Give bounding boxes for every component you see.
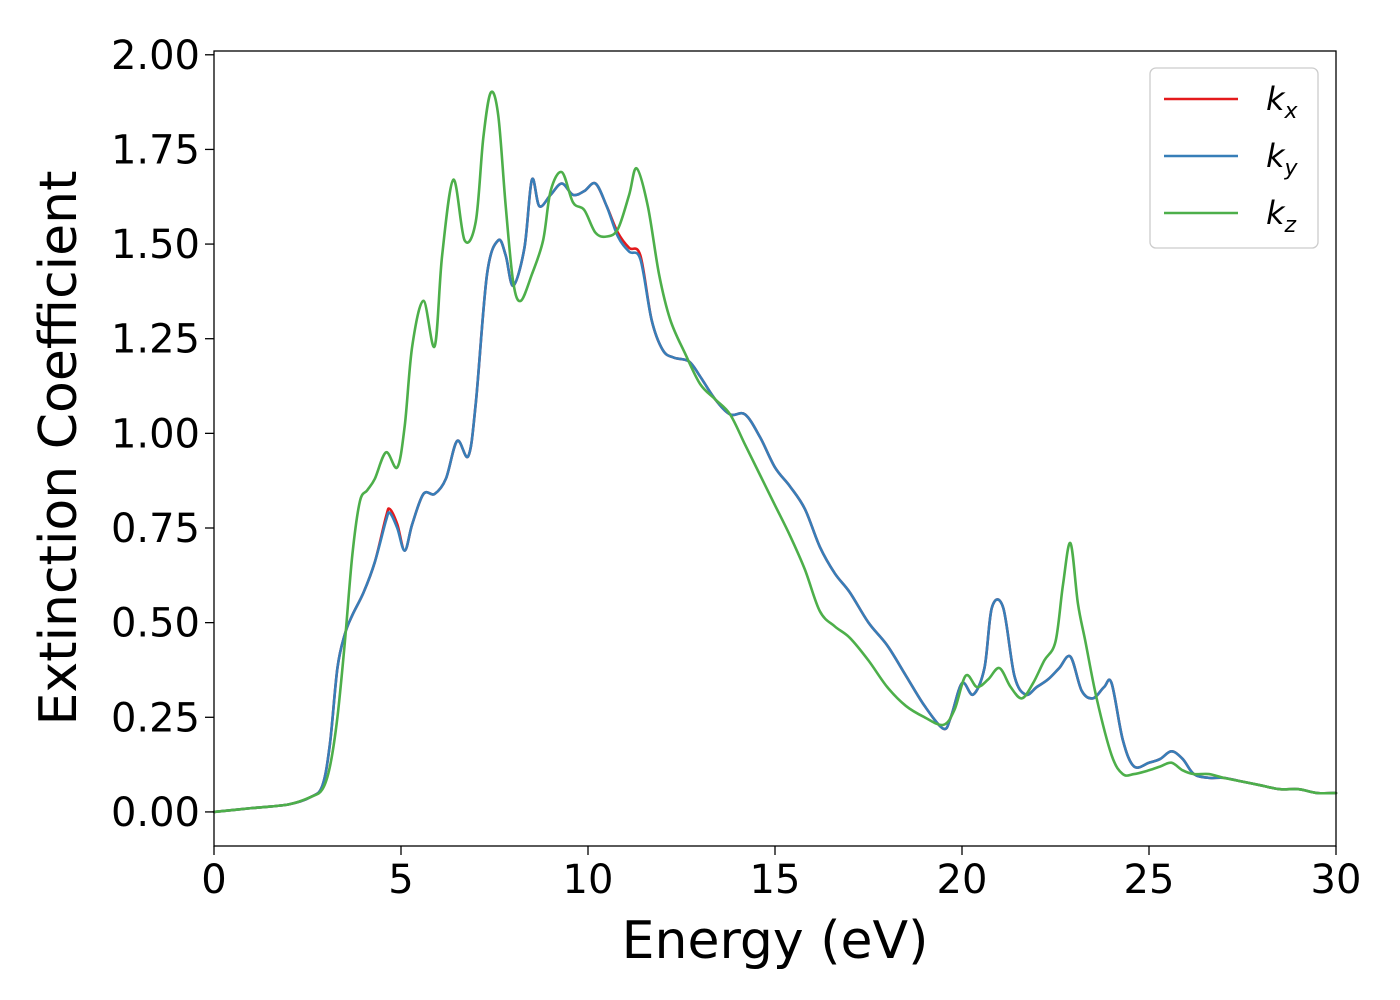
legend-box: [1149, 67, 1319, 249]
y-tick-label: 0.25: [111, 695, 200, 741]
x-tick-label: 15: [750, 857, 801, 903]
x-tick-label: 10: [563, 857, 614, 903]
y-tick-label: 1.00: [111, 411, 200, 457]
y-tick-label: 1.75: [111, 127, 200, 173]
y-tick-label: 0.75: [111, 506, 200, 552]
legend-subscript: y: [1284, 156, 1299, 181]
x-tick-label: 20: [937, 857, 988, 903]
series-line-kz: [212, 90, 1338, 814]
y-tick-label: 2.00: [111, 33, 200, 79]
x-axis: 0 5 10 15 20 25 30: [201, 846, 1361, 903]
x-tick-label: 0: [201, 857, 226, 903]
x-tick-label: 5: [388, 857, 413, 903]
plot-lines: [212, 90, 1338, 814]
y-axis: 0.00 0.25 0.50 0.75 1.00 1.25 1.50 1.75 2.00: [111, 33, 214, 836]
y-tick-label: 0.50: [111, 601, 200, 647]
legend-subscript: x: [1284, 99, 1299, 124]
y-tick-label: 1.25: [111, 317, 200, 363]
x-tick-label: 30: [1311, 857, 1362, 903]
y-axis-label: Extinction Coefficient: [29, 171, 89, 726]
legend-subscript: z: [1284, 213, 1297, 238]
x-axis-label: Energy (eV): [622, 911, 929, 971]
y-tick-label: 1.50: [111, 222, 200, 268]
y-tick-label: 0.00: [111, 790, 200, 836]
x-tick-label: 25: [1124, 857, 1175, 903]
